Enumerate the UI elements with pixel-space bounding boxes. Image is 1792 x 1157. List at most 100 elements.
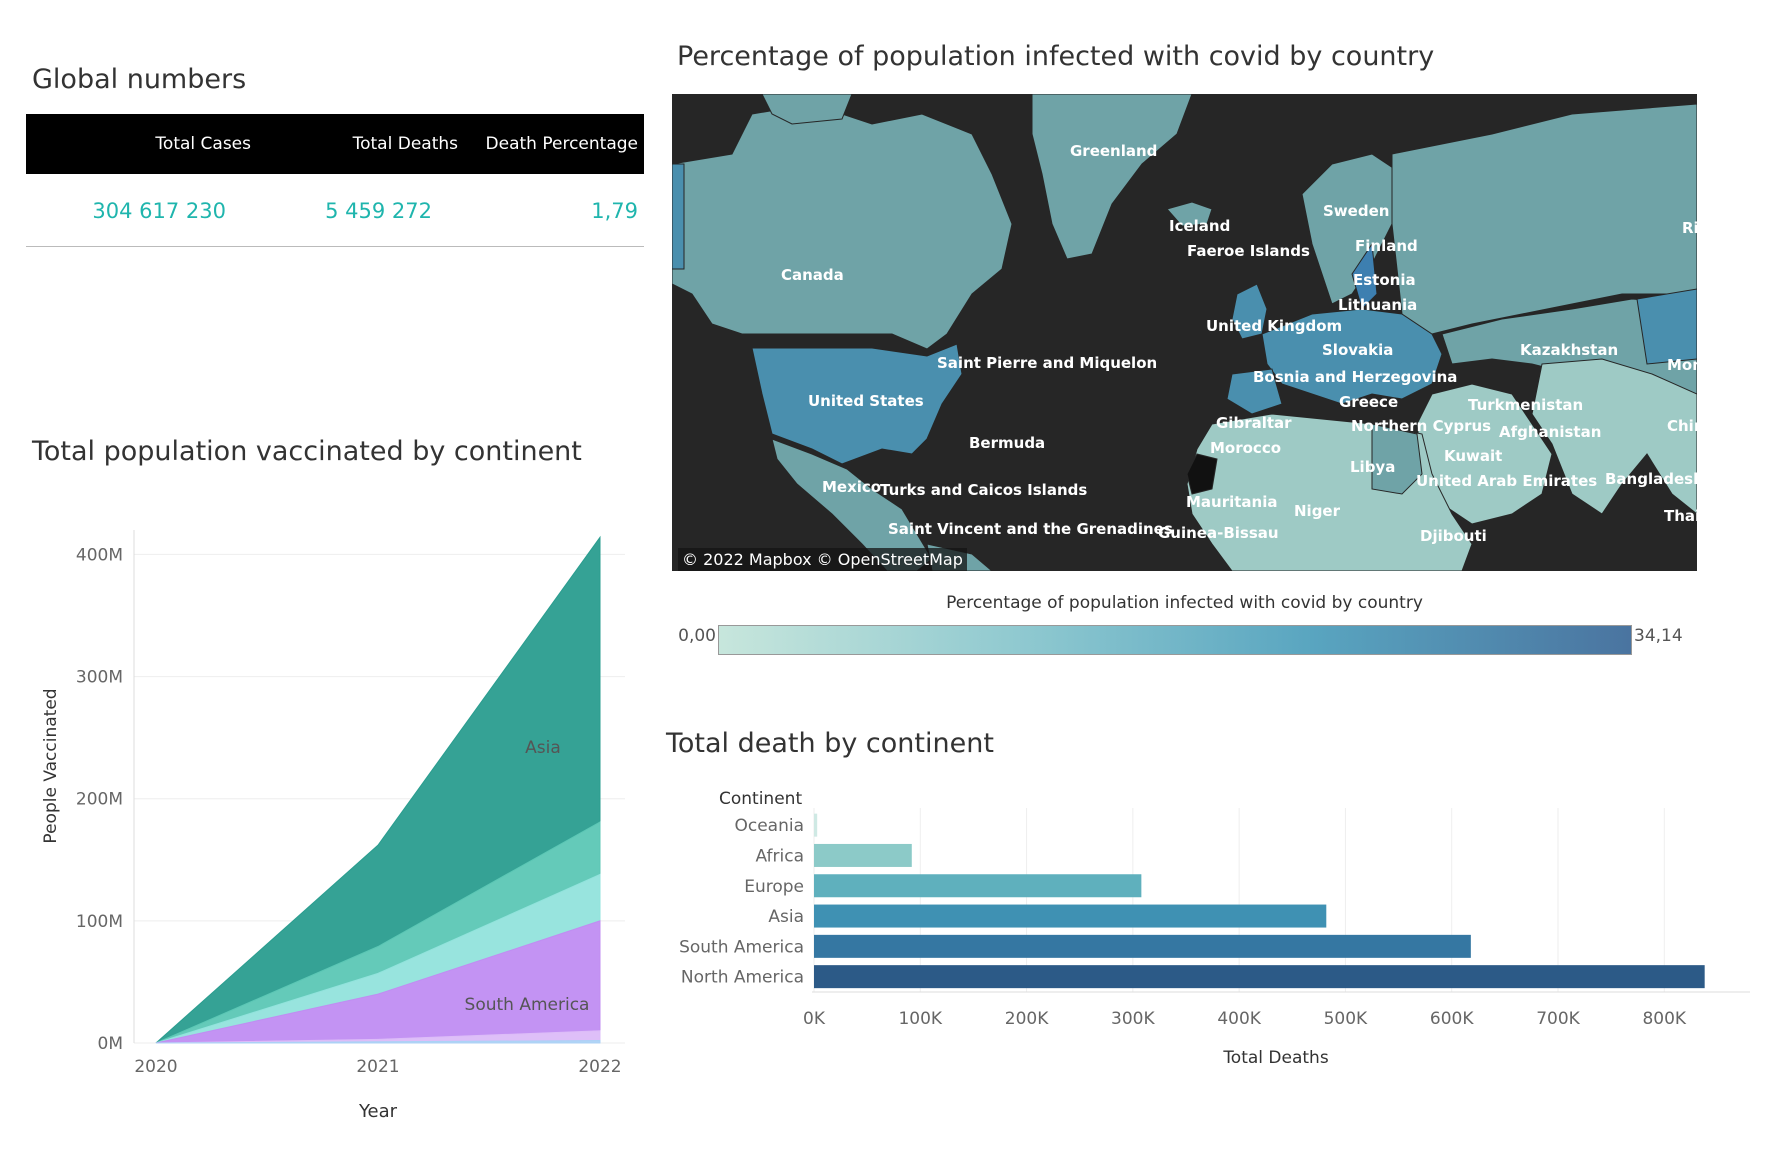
map-label: Libya [1350, 458, 1395, 476]
category-label: South America [679, 937, 804, 957]
value-total-deaths: 5 459 272 [325, 199, 432, 223]
legend-gradient [718, 625, 1632, 655]
map-title: Percentage of population infected with c… [677, 41, 1435, 72]
map-label: Sweden [1323, 202, 1389, 220]
x-tick-label: 700K [1536, 1009, 1580, 1029]
legend-title: Percentage of population infected with c… [946, 593, 1423, 613]
x-tick-label: 200K [1005, 1009, 1049, 1029]
map-label: United Kingdom [1206, 317, 1342, 335]
land-south-asia [1531, 358, 1697, 515]
land-russia [1391, 103, 1697, 335]
land-greenland [1031, 94, 1193, 260]
land-europe [1261, 308, 1443, 405]
map-label: Guinea-Bissau [1158, 524, 1279, 542]
map-label: Kuwait [1444, 447, 1502, 465]
map-label: Bermuda [969, 434, 1045, 452]
map-label: Saint Pierre and Miquelon [937, 354, 1157, 372]
map-label: Canada [781, 266, 844, 284]
area-y-ticks: 0M 100M 200M 300M 400M [76, 545, 123, 1054]
bar-africa[interactable] [814, 843, 912, 867]
map-label: Morocco [1210, 439, 1281, 457]
map-label: United Arab Emirates [1416, 472, 1597, 490]
map-label: Djibouti [1420, 527, 1487, 545]
map-label: Bosnia and Herzegovina [1253, 368, 1457, 386]
x-tick-label: 0K [803, 1009, 826, 1029]
series-label-south-america: South America [465, 995, 590, 1015]
bar-chart[interactable]: Continent Oceania Africa Europe Asia South A… [660, 778, 1792, 1078]
table-divider [26, 246, 644, 247]
category-label: Oceania [734, 816, 804, 836]
x-tick-label: 2022 [578, 1057, 621, 1077]
x-tick-label: 300K [1111, 1009, 1155, 1029]
map-label: Iceland [1169, 217, 1230, 235]
map-label: Kazakhstan [1520, 341, 1618, 359]
x-tick-label: 500K [1324, 1009, 1368, 1029]
map-label: Faeroe Islands [1187, 242, 1310, 260]
legend-max: 34,14 [1634, 626, 1683, 646]
land-united-states [751, 343, 963, 465]
bar-south-america[interactable] [814, 934, 1471, 958]
map-label: Niger [1294, 502, 1341, 520]
map-label: Ri [1682, 219, 1697, 237]
map-label: Gibraltar [1216, 414, 1292, 432]
global-numbers-header-row: Total Cases Total Deaths Death Percentag… [26, 114, 644, 174]
land-arctic-islands [761, 94, 853, 125]
map-label: Bangladesh [1605, 470, 1697, 488]
land-iceland [1166, 201, 1213, 227]
category-label: Europe [744, 877, 804, 897]
x-tick-label: 400K [1217, 1009, 1261, 1029]
x-tick-label: 800K [1642, 1009, 1686, 1029]
bar-europe[interactable] [814, 874, 1142, 898]
map-label: Thai [1664, 507, 1697, 525]
value-death-percentage: 1,79 [591, 199, 638, 223]
area-x-ticks: 2020 2021 2022 [134, 1057, 621, 1077]
bar-oceania[interactable] [814, 813, 818, 837]
area-series-asia[interactable] [155, 1040, 601, 1044]
x-tick-label: 100K [898, 1009, 942, 1029]
map-label: Saint Vincent and the Grenadines [888, 520, 1173, 538]
map-label: Lithuania [1338, 296, 1417, 314]
vaccinated-chart-title: Total population vaccinated by continent [32, 436, 582, 467]
category-label: Africa [756, 846, 805, 866]
category-label: Asia [768, 907, 804, 927]
y-tick-label: 0M [98, 1034, 123, 1054]
y-tick-label: 300M [76, 668, 123, 688]
x-tick-label: 2021 [356, 1057, 399, 1077]
y-tick-label: 200M [76, 790, 123, 810]
y-tick-label: 100M [76, 912, 123, 932]
header-total-cases: Total Cases [155, 134, 251, 154]
map-label: Finland [1355, 237, 1418, 255]
category-label: North America [681, 968, 804, 988]
area-series-labels: Asia South America [465, 738, 590, 1015]
value-total-cases: 304 617 230 [92, 199, 226, 223]
land-western-sahara [1186, 453, 1218, 495]
map-label: Slovakia [1322, 341, 1393, 359]
bar-north-america[interactable] [814, 965, 1705, 989]
land-iberia [1226, 368, 1283, 415]
choropleth-map[interactable]: Greenland Canada Iceland Faeroe Islands … [672, 94, 1697, 571]
land-libya [1371, 423, 1423, 495]
map-label: United States [808, 392, 924, 410]
deaths-chart-title: Total death by continent [666, 728, 994, 759]
legend-min: 0,00 [678, 626, 716, 646]
map-label: Afghanistan [1499, 423, 1601, 441]
map-label: Turkmenistan [1468, 396, 1583, 414]
x-axis-label: Total Deaths [1222, 1048, 1329, 1068]
map-label: Chir [1667, 417, 1697, 435]
area-chart[interactable]: 0M 100M 200M 300M 400M 2020 2021 2022 Asia Sout… [0, 480, 640, 1120]
bar-x-ticks: 0K 100K 200K 300K 400K 500K 600K 700K 800K [803, 1009, 1687, 1029]
map-label: Greece [1339, 393, 1398, 411]
bar-asia[interactable] [814, 904, 1327, 928]
land-alaska [672, 163, 685, 270]
land-sweden [1351, 242, 1378, 310]
x-tick-label: 2020 [134, 1057, 177, 1077]
map-label: Mauritania [1186, 493, 1278, 511]
bar-bars [814, 813, 1705, 989]
x-axis-label: Year [358, 1101, 398, 1120]
map-label: Turks and Caicos Islands [880, 481, 1087, 499]
map-label: Mon [1667, 356, 1697, 374]
map-label: Estonia [1353, 271, 1416, 289]
y-tick-label: 400M [76, 545, 123, 565]
map-attribution[interactable]: © 2022 Mapbox © OpenStreetMap [678, 548, 967, 571]
map-canvas[interactable]: Greenland Canada Iceland Faeroe Islands … [672, 94, 1697, 571]
